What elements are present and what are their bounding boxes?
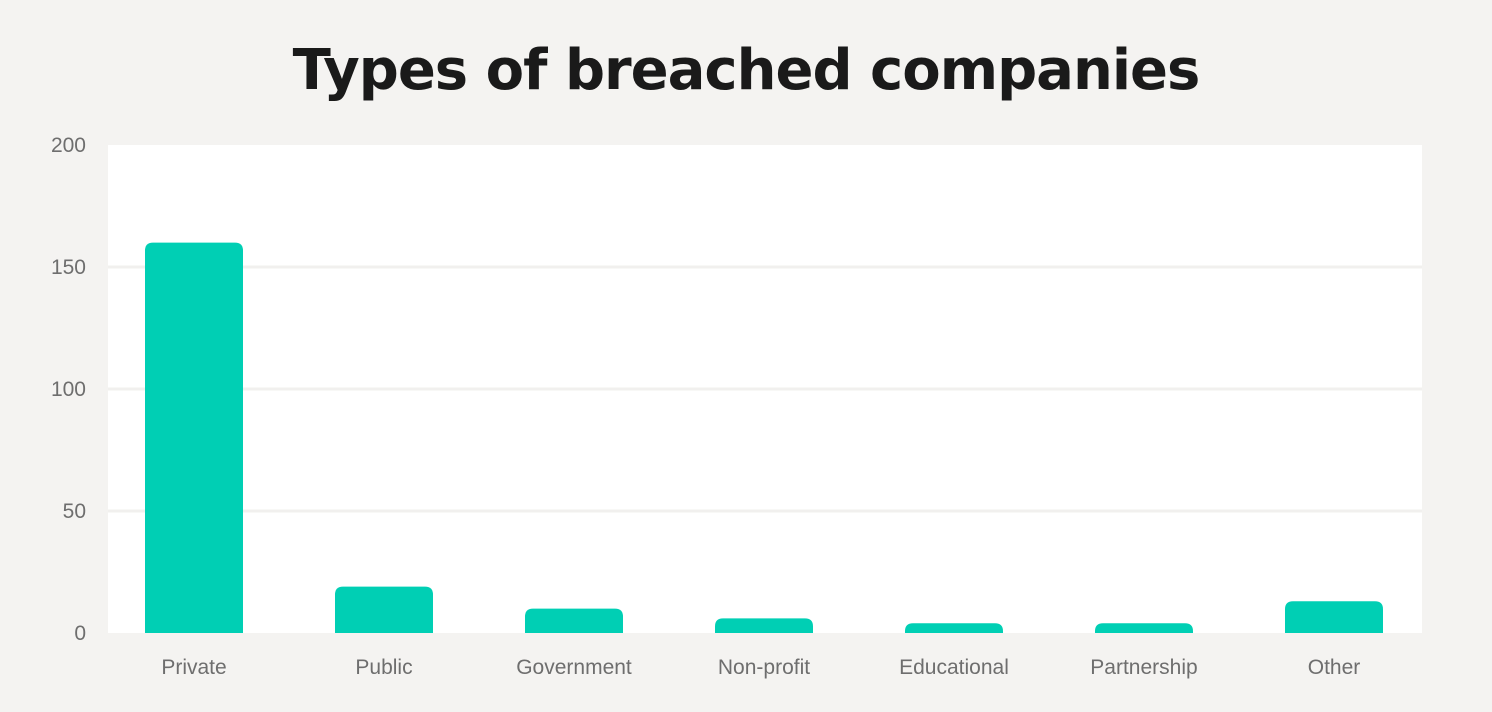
y-tick-label: 200: [51, 134, 86, 157]
chart-title: Types of breached companies: [292, 38, 1201, 103]
bar-other: [1285, 601, 1383, 633]
y-tick-label: 50: [63, 500, 86, 523]
x-tick-label: Private: [161, 656, 226, 679]
bar-partnership: [1095, 623, 1193, 633]
x-tick-label: Public: [355, 656, 412, 679]
y-tick-label: 100: [51, 378, 86, 401]
bar-government: [525, 608, 623, 633]
x-tick-label: Government: [516, 656, 632, 679]
y-tick-label: 0: [74, 622, 86, 645]
bar-public: [335, 586, 433, 633]
bars: [145, 242, 1383, 633]
bar-private: [145, 242, 243, 633]
x-tick-label: Partnership: [1090, 656, 1197, 679]
bar-educational: [905, 623, 1003, 633]
y-tick-label: 150: [51, 256, 86, 279]
y-axis-ticks: 0 50 100 150 200: [51, 134, 86, 645]
x-tick-label: Educational: [899, 656, 1009, 679]
x-tick-label: Non-profit: [718, 656, 810, 679]
x-axis-labels: Private Public Government Non-profit Educati…: [161, 656, 1360, 679]
x-tick-label: Other: [1308, 656, 1361, 679]
gridlines: [108, 265, 1422, 513]
bar-non-profit: [715, 618, 813, 633]
